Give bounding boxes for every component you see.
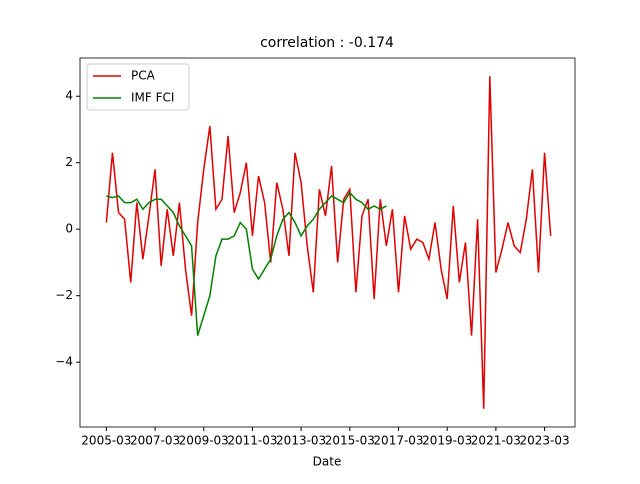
series-line <box>105 76 552 409</box>
x-tick-label: 2017-03 <box>373 434 423 448</box>
plot-frame <box>79 57 576 428</box>
y-tick-label: −2 <box>55 288 73 302</box>
legend-label: IMF FCI <box>131 91 174 105</box>
y-tick-label: 4 <box>65 89 73 103</box>
x-tick-label: 2007-03 <box>130 434 180 448</box>
x-axis-label: Date <box>313 455 342 469</box>
y-tick-label: 0 <box>65 222 73 236</box>
x-tick-label: 2021-03 <box>471 434 521 448</box>
y-tick-label: −4 <box>55 355 73 369</box>
x-tick-label: 2009-03 <box>179 434 229 448</box>
chart-title: correlation : -0.174 <box>260 35 394 51</box>
x-tick-label: 2011-03 <box>227 434 277 448</box>
x-tick-label: 2023-03 <box>519 434 569 448</box>
series-line <box>106 191 387 336</box>
x-tick-label: 2005-03 <box>81 434 131 448</box>
y-tick-label: 2 <box>65 155 73 169</box>
legend-label: PCA <box>131 69 156 83</box>
x-tick-label: 2015-03 <box>325 434 375 448</box>
x-tick-label: 2019-03 <box>422 434 472 448</box>
x-tick-label: 2013-03 <box>276 434 326 448</box>
